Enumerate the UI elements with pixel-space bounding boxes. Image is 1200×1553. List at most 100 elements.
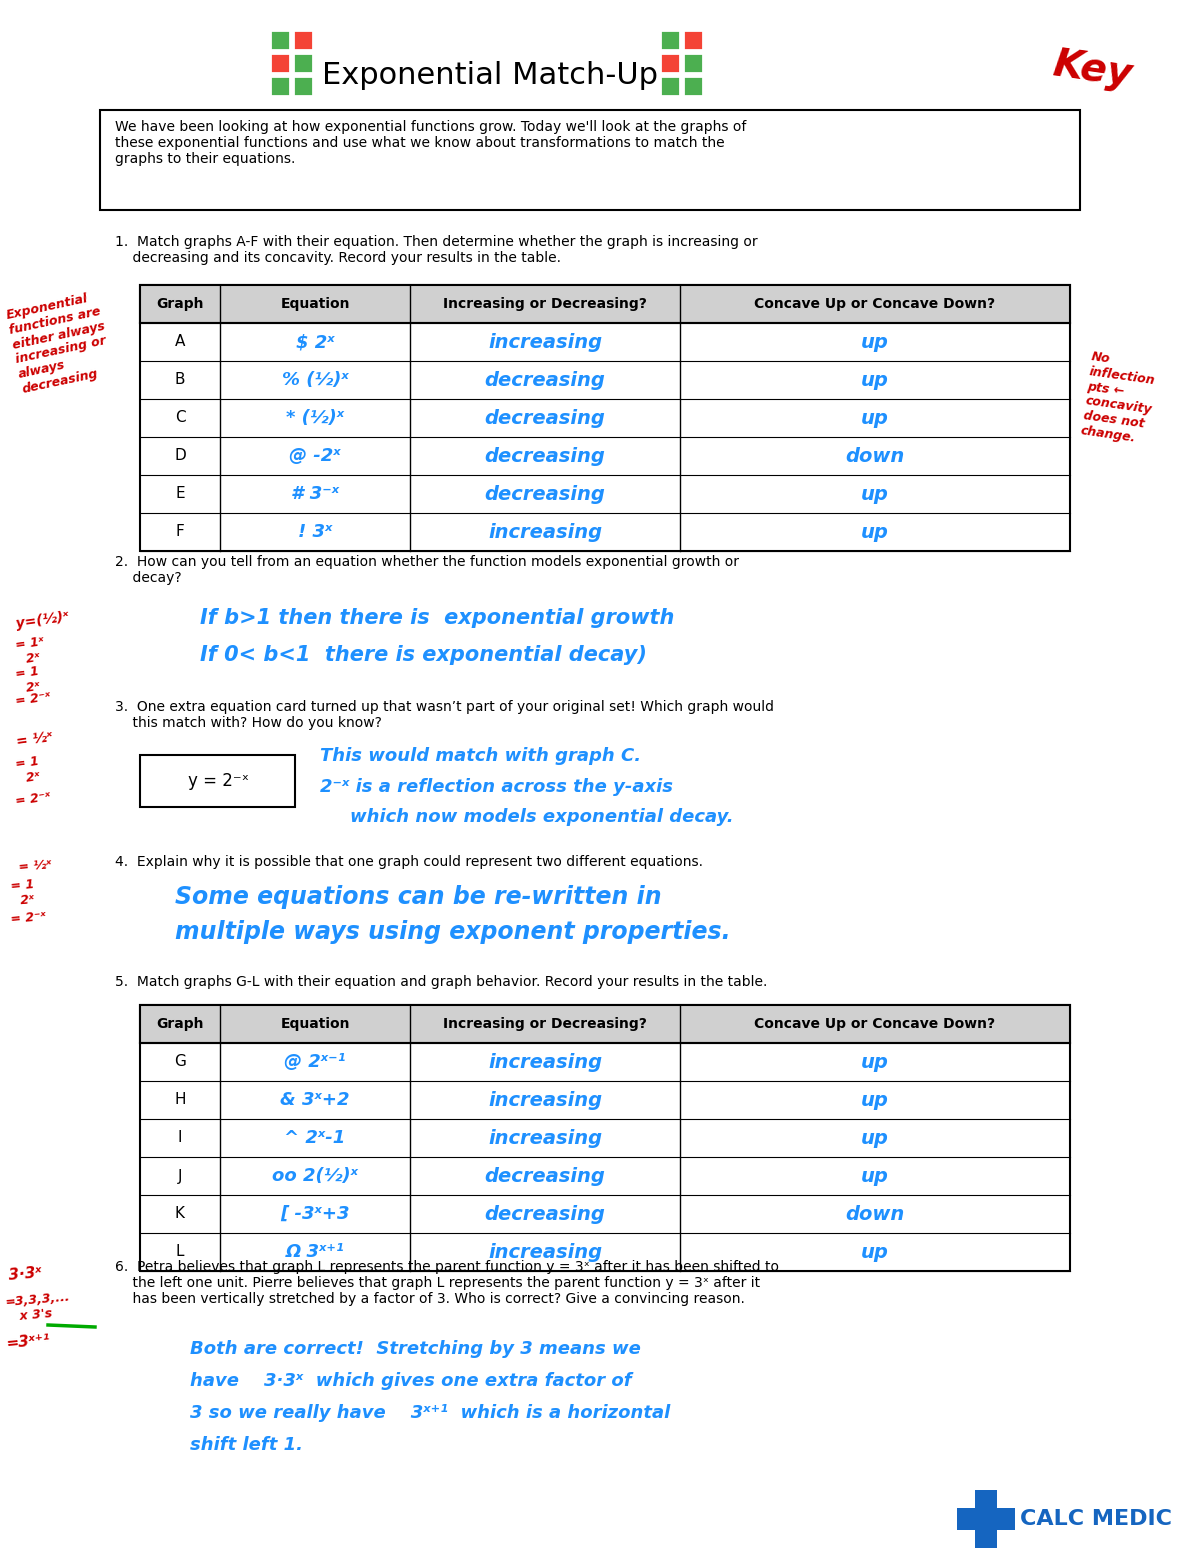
Text: y = 2⁻ˣ: y = 2⁻ˣ <box>187 772 248 790</box>
Bar <box>140 1005 1070 1044</box>
Text: = 2⁻ˣ: = 2⁻ˣ <box>10 910 47 926</box>
Bar <box>140 755 295 808</box>
Text: decreasing: decreasing <box>485 447 606 466</box>
Text: 4.  Explain why it is possible that one graph could represent two different equa: 4. Explain why it is possible that one g… <box>115 856 703 870</box>
Text: = ½ˣ: = ½ˣ <box>18 857 52 874</box>
Text: up: up <box>862 371 889 390</box>
Text: up: up <box>862 1090 889 1109</box>
Text: @ 2ˣ⁻¹: @ 2ˣ⁻¹ <box>284 1053 346 1072</box>
Text: D: D <box>174 449 186 463</box>
Text: shift left 1.: shift left 1. <box>190 1437 302 1454</box>
Text: decreasing: decreasing <box>485 1205 606 1224</box>
Bar <box>270 76 290 96</box>
Text: up: up <box>862 1129 889 1148</box>
Text: We have been looking at how exponential functions grow. Today we'll look at the : We have been looking at how exponential … <box>115 120 746 166</box>
Text: # 3⁻ˣ: # 3⁻ˣ <box>290 485 340 503</box>
Text: Exponential Match-Up: Exponential Match-Up <box>322 61 658 90</box>
Text: 2⁻ˣ is a reflection across the y-axis: 2⁻ˣ is a reflection across the y-axis <box>320 778 673 797</box>
Text: % (½)ˣ: % (½)ˣ <box>282 371 348 388</box>
Text: * (½)ˣ: * (½)ˣ <box>286 408 344 427</box>
Text: $ 2ˣ: $ 2ˣ <box>295 332 335 351</box>
Text: 3 so we really have    3ˣ⁺¹  which is a horizontal: 3 so we really have 3ˣ⁺¹ which is a hori… <box>190 1404 671 1423</box>
Text: No
inflection
pts ←
concavity
does not
change.: No inflection pts ← concavity does not c… <box>1080 349 1159 446</box>
Bar <box>100 110 1080 210</box>
Bar <box>293 76 313 96</box>
Text: down: down <box>845 447 905 466</box>
Text: up: up <box>862 1242 889 1261</box>
Bar <box>683 53 703 73</box>
Text: G: G <box>174 1054 186 1070</box>
Text: If 0< b<1  there is exponential decay): If 0< b<1 there is exponential decay) <box>200 644 647 665</box>
Text: Key: Key <box>1050 45 1134 93</box>
Bar <box>958 1508 1015 1530</box>
Text: Some equations can be re-written in: Some equations can be re-written in <box>175 885 661 909</box>
Text: 2.  How can you tell from an equation whether the function models exponential gr: 2. How can you tell from an equation whe… <box>115 554 739 585</box>
Bar <box>660 53 680 73</box>
Text: Equation: Equation <box>281 297 349 311</box>
Text: = 1
  2ˣ: = 1 2ˣ <box>14 665 42 696</box>
Text: [ -3ˣ+3: [ -3ˣ+3 <box>281 1205 349 1224</box>
Bar <box>683 30 703 50</box>
Text: = 1ˣ
  2ˣ: = 1ˣ 2ˣ <box>14 635 47 666</box>
Text: multiple ways using exponent properties.: multiple ways using exponent properties. <box>175 919 731 944</box>
Text: increasing: increasing <box>488 1129 602 1148</box>
Bar <box>683 76 703 96</box>
Text: Graph: Graph <box>156 297 204 311</box>
Text: decreasing: decreasing <box>485 485 606 503</box>
Text: y=(½)ˣ: y=(½)ˣ <box>14 610 70 632</box>
Text: increasing: increasing <box>488 1090 602 1109</box>
Text: up: up <box>862 1053 889 1072</box>
Bar <box>270 30 290 50</box>
Text: up: up <box>862 485 889 503</box>
Bar <box>140 286 1070 551</box>
Text: up: up <box>862 1166 889 1185</box>
Bar <box>140 1005 1070 1270</box>
Text: increasing: increasing <box>488 522 602 542</box>
Text: 1.  Match graphs A-F with their equation. Then determine whether the graph is in: 1. Match graphs A-F with their equation.… <box>115 235 757 266</box>
Text: ! 3ˣ: ! 3ˣ <box>298 523 332 540</box>
Text: which now models exponential decay.: which now models exponential decay. <box>350 808 733 826</box>
Text: I: I <box>178 1131 182 1146</box>
Text: increasing: increasing <box>488 1053 602 1072</box>
Text: Concave Up or Concave Down?: Concave Up or Concave Down? <box>755 297 996 311</box>
Bar <box>293 53 313 73</box>
Text: =3ˣ⁺¹: =3ˣ⁺¹ <box>5 1332 50 1351</box>
Text: Equation: Equation <box>281 1017 349 1031</box>
Bar <box>293 30 313 50</box>
Text: H: H <box>174 1092 186 1107</box>
Text: Ω 3ˣ⁺¹: Ω 3ˣ⁺¹ <box>286 1242 344 1261</box>
Bar <box>660 76 680 96</box>
Text: 6.  Petra believes that graph L represents the parent function y = 3ˣ after it h: 6. Petra believes that graph L represent… <box>115 1259 779 1306</box>
Text: = 2⁻ˣ: = 2⁻ˣ <box>14 690 52 708</box>
Text: up: up <box>862 332 889 351</box>
Text: L: L <box>175 1244 185 1259</box>
Text: K: K <box>175 1207 185 1222</box>
Bar <box>660 30 680 50</box>
Text: A: A <box>175 334 185 349</box>
Text: = 1
  2ˣ: = 1 2ˣ <box>14 755 42 786</box>
Text: 3·3ˣ: 3·3ˣ <box>8 1266 42 1283</box>
Text: down: down <box>845 1205 905 1224</box>
Text: E: E <box>175 486 185 502</box>
Text: CALC MEDIC: CALC MEDIC <box>1020 1510 1172 1530</box>
Text: ^ 2ˣ-1: ^ 2ˣ-1 <box>284 1129 346 1148</box>
Text: increasing: increasing <box>488 332 602 351</box>
Text: C: C <box>175 410 185 426</box>
Text: Concave Up or Concave Down?: Concave Up or Concave Down? <box>755 1017 996 1031</box>
Text: B: B <box>175 373 185 388</box>
Text: have    3·3ˣ  which gives one extra factor of: have 3·3ˣ which gives one extra factor o… <box>190 1371 631 1390</box>
Text: This would match with graph C.: This would match with graph C. <box>320 747 641 766</box>
Text: 5.  Match graphs G-L with their equation and graph behavior. Record your results: 5. Match graphs G-L with their equation … <box>115 975 767 989</box>
Text: increasing: increasing <box>488 1242 602 1261</box>
Bar <box>974 1489 997 1548</box>
Text: 3.  One extra equation card turned up that wasn’t part of your original set! Whi: 3. One extra equation card turned up tha… <box>115 700 774 730</box>
Text: decreasing: decreasing <box>485 371 606 390</box>
Text: up: up <box>862 408 889 427</box>
Text: = ½ˣ: = ½ˣ <box>14 730 53 749</box>
Text: = 2⁻ˣ: = 2⁻ˣ <box>14 790 52 808</box>
Text: @ -2ˣ: @ -2ˣ <box>289 447 341 464</box>
Text: up: up <box>862 522 889 542</box>
Text: Graph: Graph <box>156 1017 204 1031</box>
Text: Both are correct!  Stretching by 3 means we: Both are correct! Stretching by 3 means … <box>190 1340 641 1357</box>
Text: Increasing or Decreasing?: Increasing or Decreasing? <box>443 297 647 311</box>
